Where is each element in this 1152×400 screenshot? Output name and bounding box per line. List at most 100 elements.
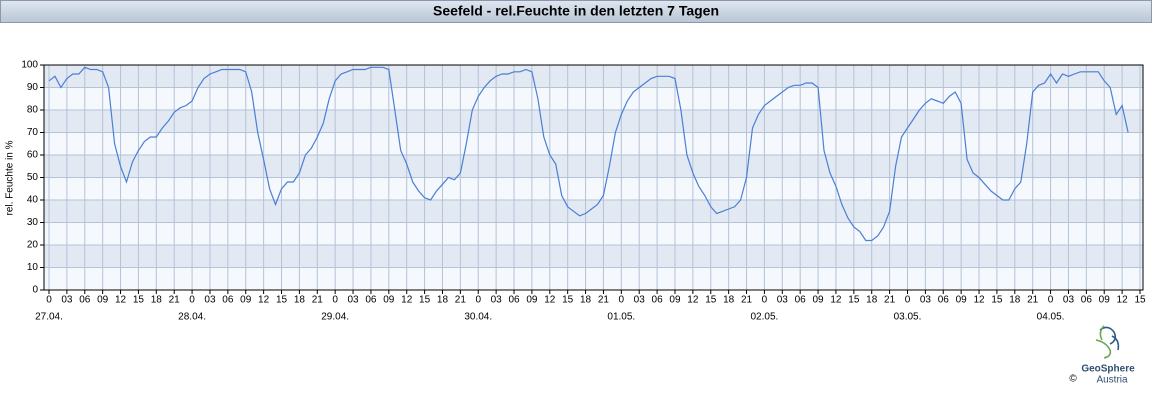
x-tick-label: 09 — [526, 295, 538, 306]
band — [44, 177, 1143, 200]
x-tick-label: 03 — [204, 295, 216, 306]
x-tick-label: 06 — [222, 295, 234, 306]
logo-mark — [1095, 325, 1120, 359]
x-tick-label: 0 — [475, 295, 481, 306]
x-tick-label: 06 — [508, 295, 520, 306]
y-tick-label: 80 — [27, 105, 39, 116]
chart-title: Seefeld - rel.Feuchte in den letzten 7 T… — [433, 3, 719, 19]
y-tick-label: 30 — [27, 217, 39, 228]
x-tick-label: 18 — [866, 295, 878, 306]
x-tick-label: 09 — [97, 295, 109, 306]
x-tick-label: 18 — [580, 295, 592, 306]
x-tick-label: 0 — [189, 295, 195, 306]
x-tick-label: 15 — [848, 295, 860, 306]
x-tick-label: 21 — [455, 295, 467, 306]
y-tick-label: 70 — [27, 127, 39, 138]
x-tick-label: 18 — [723, 295, 735, 306]
x-date-label: 03.05. — [894, 312, 922, 323]
x-tick-label: 15 — [419, 295, 431, 306]
band — [44, 267, 1143, 290]
x-tick-label: 0 — [332, 295, 338, 306]
x-date-label: 02.05. — [751, 312, 779, 323]
x-tick-label: 21 — [169, 295, 181, 306]
x-tick-label: 09 — [240, 295, 252, 306]
x-tick-label: 0 — [905, 295, 911, 306]
x-tick-label: 09 — [813, 295, 825, 306]
band — [44, 110, 1143, 133]
x-date-label: 30.04. — [464, 312, 492, 323]
x-tick-label: 09 — [383, 295, 395, 306]
x-tick-label: 21 — [741, 295, 753, 306]
x-tick-label: 03 — [491, 295, 503, 306]
x-tick-label: 03 — [634, 295, 646, 306]
y-tick-label: 90 — [27, 82, 39, 93]
y-tick-label: 0 — [32, 285, 38, 296]
x-tick-label: 12 — [687, 295, 699, 306]
band — [44, 245, 1143, 268]
logo-sub: Austria — [1096, 375, 1128, 386]
x-tick-label: 21 — [884, 295, 896, 306]
x-tick-label: 18 — [151, 295, 163, 306]
x-tick-label: 06 — [1081, 295, 1093, 306]
x-date-label: 04.05. — [1037, 312, 1065, 323]
x-tick-label: 15 — [1134, 295, 1146, 306]
x-tick-label: 06 — [79, 295, 91, 306]
x-tick-label: 21 — [312, 295, 324, 306]
x-tick-label: 15 — [133, 295, 145, 306]
x-tick-label: 06 — [652, 295, 664, 306]
x-tick-label: 0 — [46, 295, 52, 306]
x-date-label: 27.04. — [35, 312, 63, 323]
band — [44, 132, 1143, 155]
x-tick-label: 12 — [544, 295, 556, 306]
y-axis-label: rel. Feuchte in % — [5, 140, 16, 215]
band — [44, 87, 1143, 110]
x-tick-label: 0 — [1048, 295, 1054, 306]
x-tick-label: 12 — [115, 295, 127, 306]
x-tick-label: 12 — [258, 295, 270, 306]
x-tick-label: 21 — [1027, 295, 1039, 306]
x-tick-label: 12 — [973, 295, 985, 306]
y-tick-label: 40 — [27, 195, 39, 206]
x-tick-label: 09 — [956, 295, 968, 306]
plot-frame — [43, 64, 1144, 291]
x-date-label: 01.05. — [607, 312, 635, 323]
x-tick-label: 0 — [619, 295, 625, 306]
y-tick-label: 100 — [21, 60, 38, 71]
x-tick-label: 03 — [347, 295, 359, 306]
x-tick-label: 18 — [1009, 295, 1021, 306]
logo-name: GeoSphere — [1081, 364, 1135, 375]
x-tick-label: 09 — [1099, 295, 1111, 306]
x-tick-label: 15 — [276, 295, 288, 306]
x-tick-label: 06 — [938, 295, 950, 306]
x-tick-label: 06 — [795, 295, 807, 306]
x-tick-label: 18 — [437, 295, 449, 306]
x-tick-label: 15 — [705, 295, 717, 306]
band — [44, 200, 1143, 223]
x-tick-label: 0 — [762, 295, 768, 306]
x-tick-label: 15 — [991, 295, 1003, 306]
x-tick-label: 03 — [1063, 295, 1075, 306]
x-tick-label: 12 — [401, 295, 413, 306]
y-tick-label: 60 — [27, 150, 39, 161]
y-tick-label: 10 — [27, 262, 39, 273]
x-tick-label: 18 — [294, 295, 306, 306]
band — [44, 222, 1143, 245]
y-tick-label: 20 — [27, 240, 39, 251]
x-tick-label: 21 — [598, 295, 610, 306]
x-tick-label: 15 — [562, 295, 574, 306]
band — [44, 155, 1143, 178]
y-tick-label: 50 — [27, 172, 39, 183]
x-date-label: 29.04. — [321, 312, 349, 323]
x-tick-label: 12 — [1117, 295, 1129, 306]
data-line — [48, 66, 1129, 242]
x-tick-label: 06 — [365, 295, 377, 306]
x-date-label: 28.04. — [178, 312, 206, 323]
x-tick-label: 03 — [61, 295, 73, 306]
x-tick-label: 03 — [920, 295, 932, 306]
copyright: © — [1069, 374, 1077, 385]
x-tick-label: 03 — [777, 295, 789, 306]
x-tick-label: 09 — [669, 295, 681, 306]
x-tick-label: 12 — [830, 295, 842, 306]
